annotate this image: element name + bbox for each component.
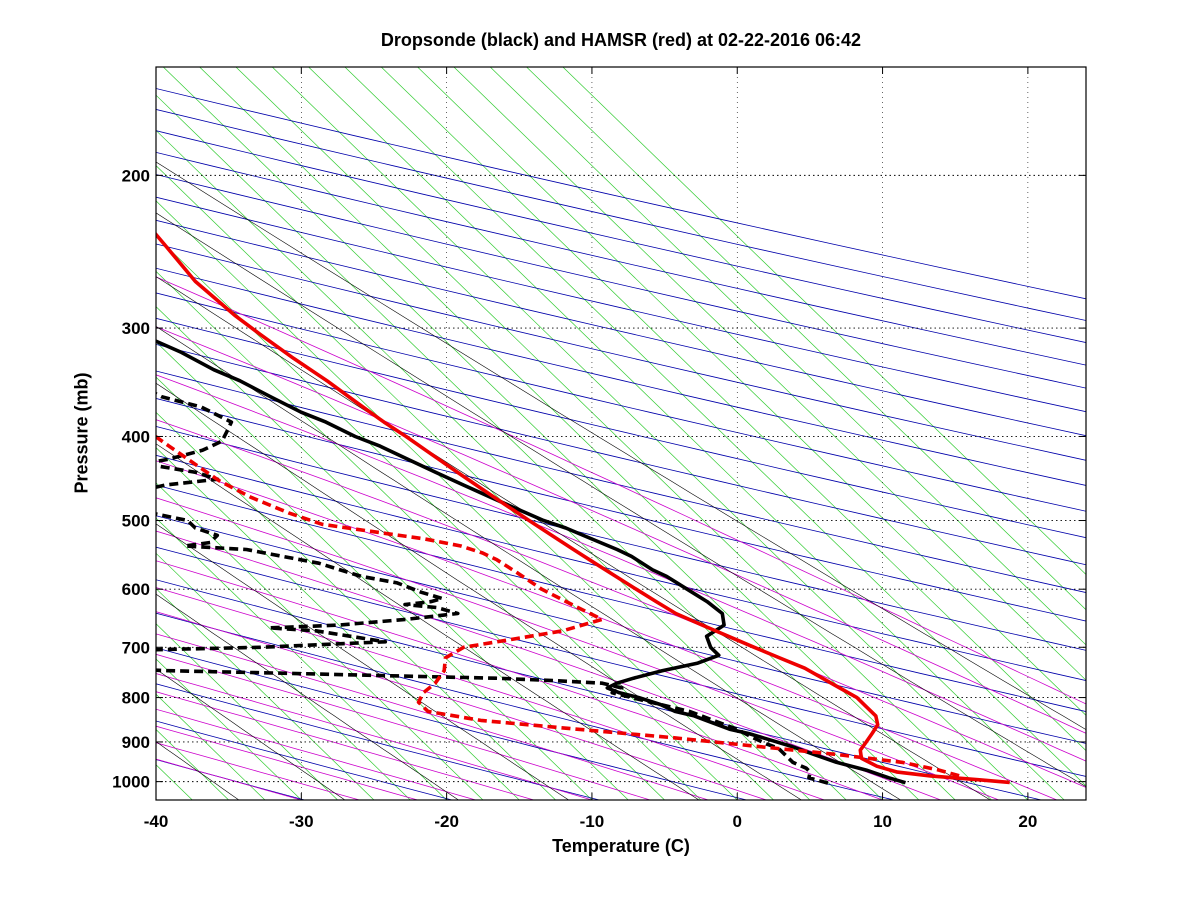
isotherm-line (156, 235, 738, 800)
isotherm-line (380, 67, 1086, 752)
y-tick-label: 800 (122, 689, 150, 708)
isotherm-line (453, 67, 1086, 681)
isotherm-line (163, 67, 920, 800)
isotherm-line (156, 165, 811, 800)
y-tick-label: 600 (122, 580, 150, 599)
x-axis-label: Temperature (C) (552, 836, 690, 856)
x-tick-label: -20 (434, 812, 459, 831)
mixing-ratio-line (156, 161, 1086, 730)
dry-adiabat-line (156, 151, 1086, 366)
moist-adiabat-line (156, 633, 709, 800)
isotherm-line (156, 129, 847, 800)
dry-adiabat-line (156, 88, 1086, 300)
moist-adiabat-line (156, 725, 418, 800)
dry-adiabat-line (156, 647, 747, 800)
mixing-ratio-line (0, 67, 140, 800)
chart-title: Dropsonde (black) and HAMSR (red) at 02-… (380, 30, 862, 50)
y-axis-label: Pressure (mb) (71, 372, 92, 494)
plot-frame (155, 66, 1087, 801)
isotherm-line (526, 67, 1086, 611)
isotherm-line (489, 67, 1086, 646)
isotherm-line (156, 764, 193, 800)
y-tick-label: 700 (122, 638, 150, 657)
isotherm-line (156, 482, 484, 800)
isotherm-line (156, 552, 411, 800)
y-tick-label: 200 (122, 166, 150, 185)
dry-adiabat-line (156, 317, 1086, 539)
isotherm-line (156, 270, 702, 800)
dry-adiabat-line (156, 292, 1086, 512)
isotherm-line (199, 67, 956, 800)
isotherm-line (0, 67, 11, 800)
y-tick-label: 300 (122, 319, 150, 338)
x-tick-label: -40 (144, 812, 169, 831)
series-line-2 (156, 231, 1010, 785)
moist-adiabat-line (156, 497, 999, 800)
isotherm-line (235, 67, 992, 800)
dry-adiabat-line (156, 397, 1086, 622)
x-tick-label: -30 (289, 812, 314, 831)
isotherm-line (344, 67, 1086, 787)
dry-adiabat-line (156, 484, 1086, 712)
series-line-3 (156, 434, 962, 781)
isotherm-line (156, 200, 774, 800)
y-tick-label: 400 (122, 427, 150, 446)
dry-adiabat-line (156, 267, 1086, 486)
moist-adiabat-line (156, 758, 302, 800)
isotherm-line (156, 517, 447, 800)
dry-adiabat-line (156, 130, 1086, 343)
isotherm-line (272, 67, 1029, 800)
series-line-1 (156, 391, 830, 786)
moist-adiabat-line (156, 611, 767, 800)
mixing-ratio-line (156, 443, 700, 800)
moist-adiabat-line (156, 460, 1058, 800)
y-tick-label: 1000 (112, 773, 150, 792)
isotherm-line (156, 623, 338, 800)
isotherm-line (0, 67, 47, 800)
series-line-0 (156, 339, 907, 785)
isotherm-line (0, 67, 120, 800)
x-tick-label: 0 (733, 812, 742, 831)
isotherm-line (417, 67, 1086, 716)
y-tick-label: 900 (122, 733, 150, 752)
isotherm-line (156, 588, 375, 800)
isotherm-line (156, 306, 665, 800)
dry-adiabat-line (156, 546, 1086, 777)
dry-adiabat-line (156, 454, 1086, 681)
dry-adiabat-line (156, 426, 1086, 651)
mixing-ratio-line (156, 593, 459, 800)
isotherm-line (156, 729, 229, 800)
mixing-ratio-line (156, 741, 240, 800)
dry-adiabat-line (156, 683, 600, 800)
dry-adiabat-line (156, 174, 1086, 389)
moist-adiabat-line (156, 653, 651, 800)
x-tick-label: 20 (1018, 812, 1037, 831)
isotherm-line (156, 447, 520, 800)
x-tick-label: 10 (873, 812, 892, 831)
moist-adiabat-line (156, 708, 476, 800)
isotherm-line (562, 67, 1086, 575)
mixing-ratio-line (156, 668, 346, 800)
y-tick-label: 500 (122, 512, 150, 531)
isotherm-line (156, 658, 302, 800)
isotherm-line (156, 94, 883, 800)
isotherm-line (156, 411, 556, 800)
x-tick-label: -10 (580, 812, 605, 831)
